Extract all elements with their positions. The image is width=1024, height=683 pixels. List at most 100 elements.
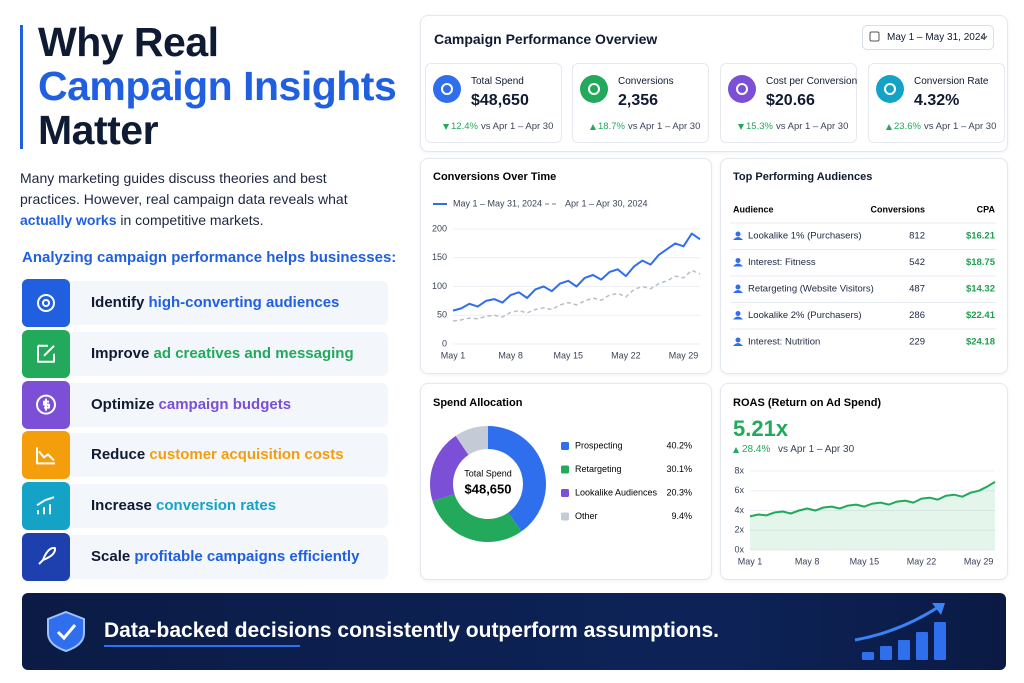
table-cell: 487 (909, 284, 925, 295)
icon-shape (36, 496, 55, 515)
text: in competitive markets. (116, 212, 264, 228)
y-tick-label: 4x (734, 505, 744, 515)
kpi-icon-glyph (884, 83, 896, 95)
benefit-icon (22, 279, 70, 327)
center-value: $48,650 (465, 481, 512, 496)
y-tick-label: 150 (432, 252, 447, 262)
table-cell: Interest: Fitness (748, 257, 816, 268)
banner (22, 593, 1006, 670)
banner-arrowhead (932, 603, 945, 615)
pie-slice (430, 435, 469, 501)
pie-slice (455, 426, 488, 455)
line (749, 481, 996, 518)
trend-arrow (886, 124, 892, 130)
benefit-lead: Improve (91, 344, 154, 362)
kpi-card (868, 63, 1005, 143)
x-tick-label: May 15 (554, 350, 584, 360)
kpi-label: Cost per Conversion (766, 76, 858, 87)
chart-title: Conversions Over Time (433, 171, 556, 183)
headline-line: Campaign Insights (38, 63, 397, 109)
benefit-highlight: customer acquisition costs (149, 446, 344, 464)
kpi-label: Conversions (618, 76, 674, 87)
legend-swatch (561, 442, 569, 450)
legend-label: Apr 1 – Apr 30, 2024 (565, 198, 648, 208)
trend-arrow (443, 124, 449, 130)
table-header: CPA (977, 204, 996, 214)
x-tick-label: May 1 (738, 556, 763, 566)
y-tick-label: 2x (734, 525, 744, 535)
table-cell: $16.21 (966, 231, 996, 242)
benefit-text: Improve ad creatives and messaging (91, 345, 354, 362)
shield-icon (47, 610, 85, 653)
headline-line: Matter (38, 107, 159, 153)
table-cell: Retargeting (Website Visitors) (748, 284, 874, 295)
icon-shape (36, 394, 56, 415)
kpi-label: Conversion Rate (914, 76, 989, 87)
table-cell: 812 (909, 231, 925, 242)
value-label: 40.2% (666, 440, 692, 450)
table-cell: Lookalike 2% (Purchasers) (748, 310, 862, 321)
benefit-row (22, 281, 388, 325)
icon-shape (38, 546, 57, 565)
spend-card (420, 383, 712, 580)
legend-label: May 1 – May 31, 2024 (453, 198, 542, 208)
x-tick-label: May 1 (441, 350, 466, 360)
audience-icon (735, 258, 741, 263)
check-icon (56, 624, 77, 641)
benefit-highlight: high-converting audiences (148, 294, 340, 311)
conversions-card (420, 158, 712, 374)
area (750, 481, 995, 550)
table-cell: $14.32 (966, 284, 995, 295)
icon-glyph (36, 394, 56, 415)
value-label: 20.3% (666, 487, 692, 497)
roas-comparison: vs Apr 1 – Apr 30 (778, 444, 855, 455)
table-cell: $18.75 (966, 257, 996, 268)
kpi-icon (876, 75, 904, 103)
legend-label: Prospecting (575, 440, 623, 450)
y-tick-label: 100 (432, 281, 447, 291)
icon-glyph (36, 447, 55, 465)
table-cell: 229 (909, 337, 925, 348)
y-tick-label: 50 (437, 310, 447, 320)
benefit-lead: Scale (91, 548, 135, 565)
audience-icon (735, 337, 741, 343)
trend-arrow (738, 124, 744, 130)
date-range: May 1 – May 31, 2024 (887, 32, 986, 43)
y-tick-label: 8x (734, 465, 744, 475)
benefit-highlight: profitable campaigns efficiently (134, 548, 360, 565)
benefit-row (22, 382, 388, 427)
overview-title: Campaign Performance Overview (434, 31, 658, 47)
banner-text: Data-backed decisions consistently outpe… (104, 619, 719, 642)
kpi-comparison: vs Apr 1 – Apr 30 (628, 121, 701, 132)
x-tick-label: May 8 (795, 556, 820, 566)
banner-bars (862, 622, 946, 660)
line (452, 269, 701, 322)
benefit-row (22, 433, 388, 478)
icon-shape (37, 294, 55, 312)
pie-slice (488, 426, 547, 532)
trend-arrow (590, 124, 596, 130)
table-cell: Lookalike 1% (Purchasers) (748, 231, 862, 242)
legend-label: Lookalike Audiences (575, 487, 658, 497)
kpi-label: Total Spend (471, 76, 524, 87)
table-cell: 542 (909, 257, 925, 268)
audience-icon (735, 311, 741, 316)
benefit-icon (22, 533, 70, 581)
x-tick-label: May 22 (907, 556, 937, 566)
icon-glyph (37, 294, 55, 312)
overview-card (420, 15, 1008, 152)
icon-shape (36, 447, 55, 465)
kpi-icon-glyph (588, 83, 600, 95)
date-picker[interactable] (862, 25, 994, 50)
highlight: actually works (20, 212, 117, 228)
roas-card (720, 383, 1008, 580)
benefit-text: Increase conversion rates (91, 497, 276, 514)
benefit-highlight: campaign budgets (158, 395, 292, 413)
trend-arrow (733, 447, 739, 453)
y-tick-label: 0 (442, 338, 447, 348)
chart-title: Spend Allocation (433, 397, 523, 409)
calendar-icon (869, 31, 880, 42)
table-cell: $24.18 (966, 337, 995, 348)
table-cell: $22.41 (966, 310, 996, 321)
